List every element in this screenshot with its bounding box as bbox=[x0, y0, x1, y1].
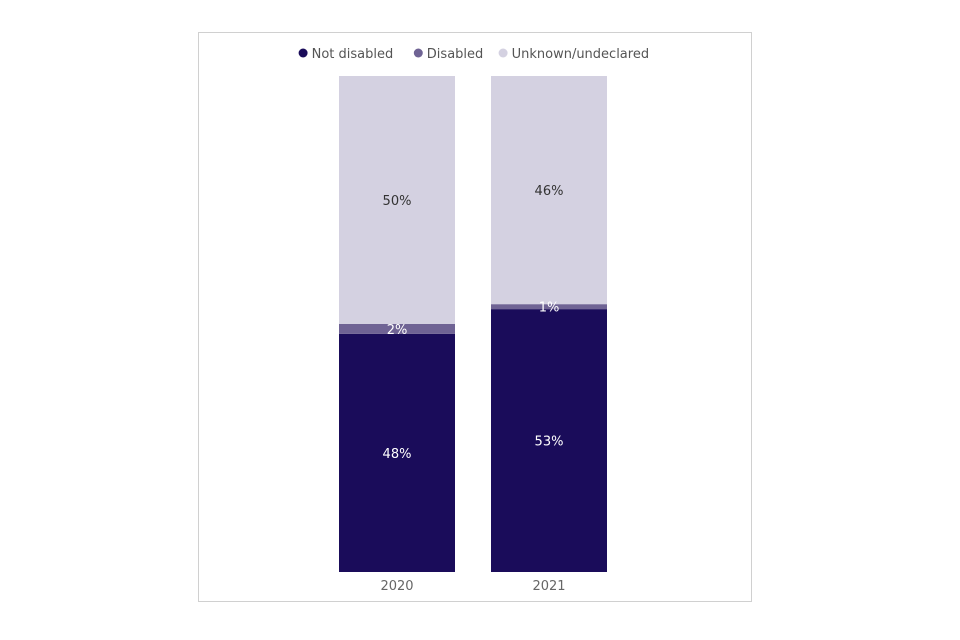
x-tick-label-2020: 2020 bbox=[380, 579, 413, 594]
bars bbox=[339, 76, 607, 572]
data-labels: 48% 2% 50% 53% 1% 46% bbox=[383, 184, 564, 462]
data-label-disabled-2020: 2% bbox=[387, 323, 408, 338]
bar-disabled-2021 bbox=[491, 304, 607, 310]
bar-not-disabled-2020 bbox=[339, 333, 455, 572]
legend-marker-unknown-undeclared bbox=[498, 48, 508, 58]
legend: Not disabled Disabled Unknown/undeclared bbox=[298, 47, 649, 62]
bar-not-disabled-2021 bbox=[491, 309, 607, 572]
x-tick-label-2021: 2021 bbox=[532, 579, 565, 594]
chart-frame bbox=[198, 32, 752, 602]
data-label-unknown-undeclared-2020: 50% bbox=[383, 194, 412, 209]
legend-label-unknown-undeclared: Unknown/undeclared bbox=[512, 47, 649, 62]
x-axis-ticks: 2020 2021 bbox=[380, 579, 565, 594]
bar-disabled-2020 bbox=[339, 324, 455, 334]
legend-marker-disabled bbox=[413, 48, 423, 58]
data-label-not-disabled-2020: 48% bbox=[383, 447, 412, 462]
legend-marker-not-disabled bbox=[298, 48, 308, 58]
bar-unknown-undeclared-2021 bbox=[491, 76, 607, 305]
bar-unknown-undeclared-2020 bbox=[339, 76, 455, 324]
legend-label-not-disabled: Not disabled bbox=[312, 47, 394, 62]
data-label-unknown-undeclared-2021: 46% bbox=[535, 184, 564, 199]
data-label-not-disabled-2021: 53% bbox=[535, 435, 564, 450]
data-label-disabled-2021: 1% bbox=[539, 301, 560, 316]
legend-label-disabled: Disabled bbox=[427, 47, 483, 62]
